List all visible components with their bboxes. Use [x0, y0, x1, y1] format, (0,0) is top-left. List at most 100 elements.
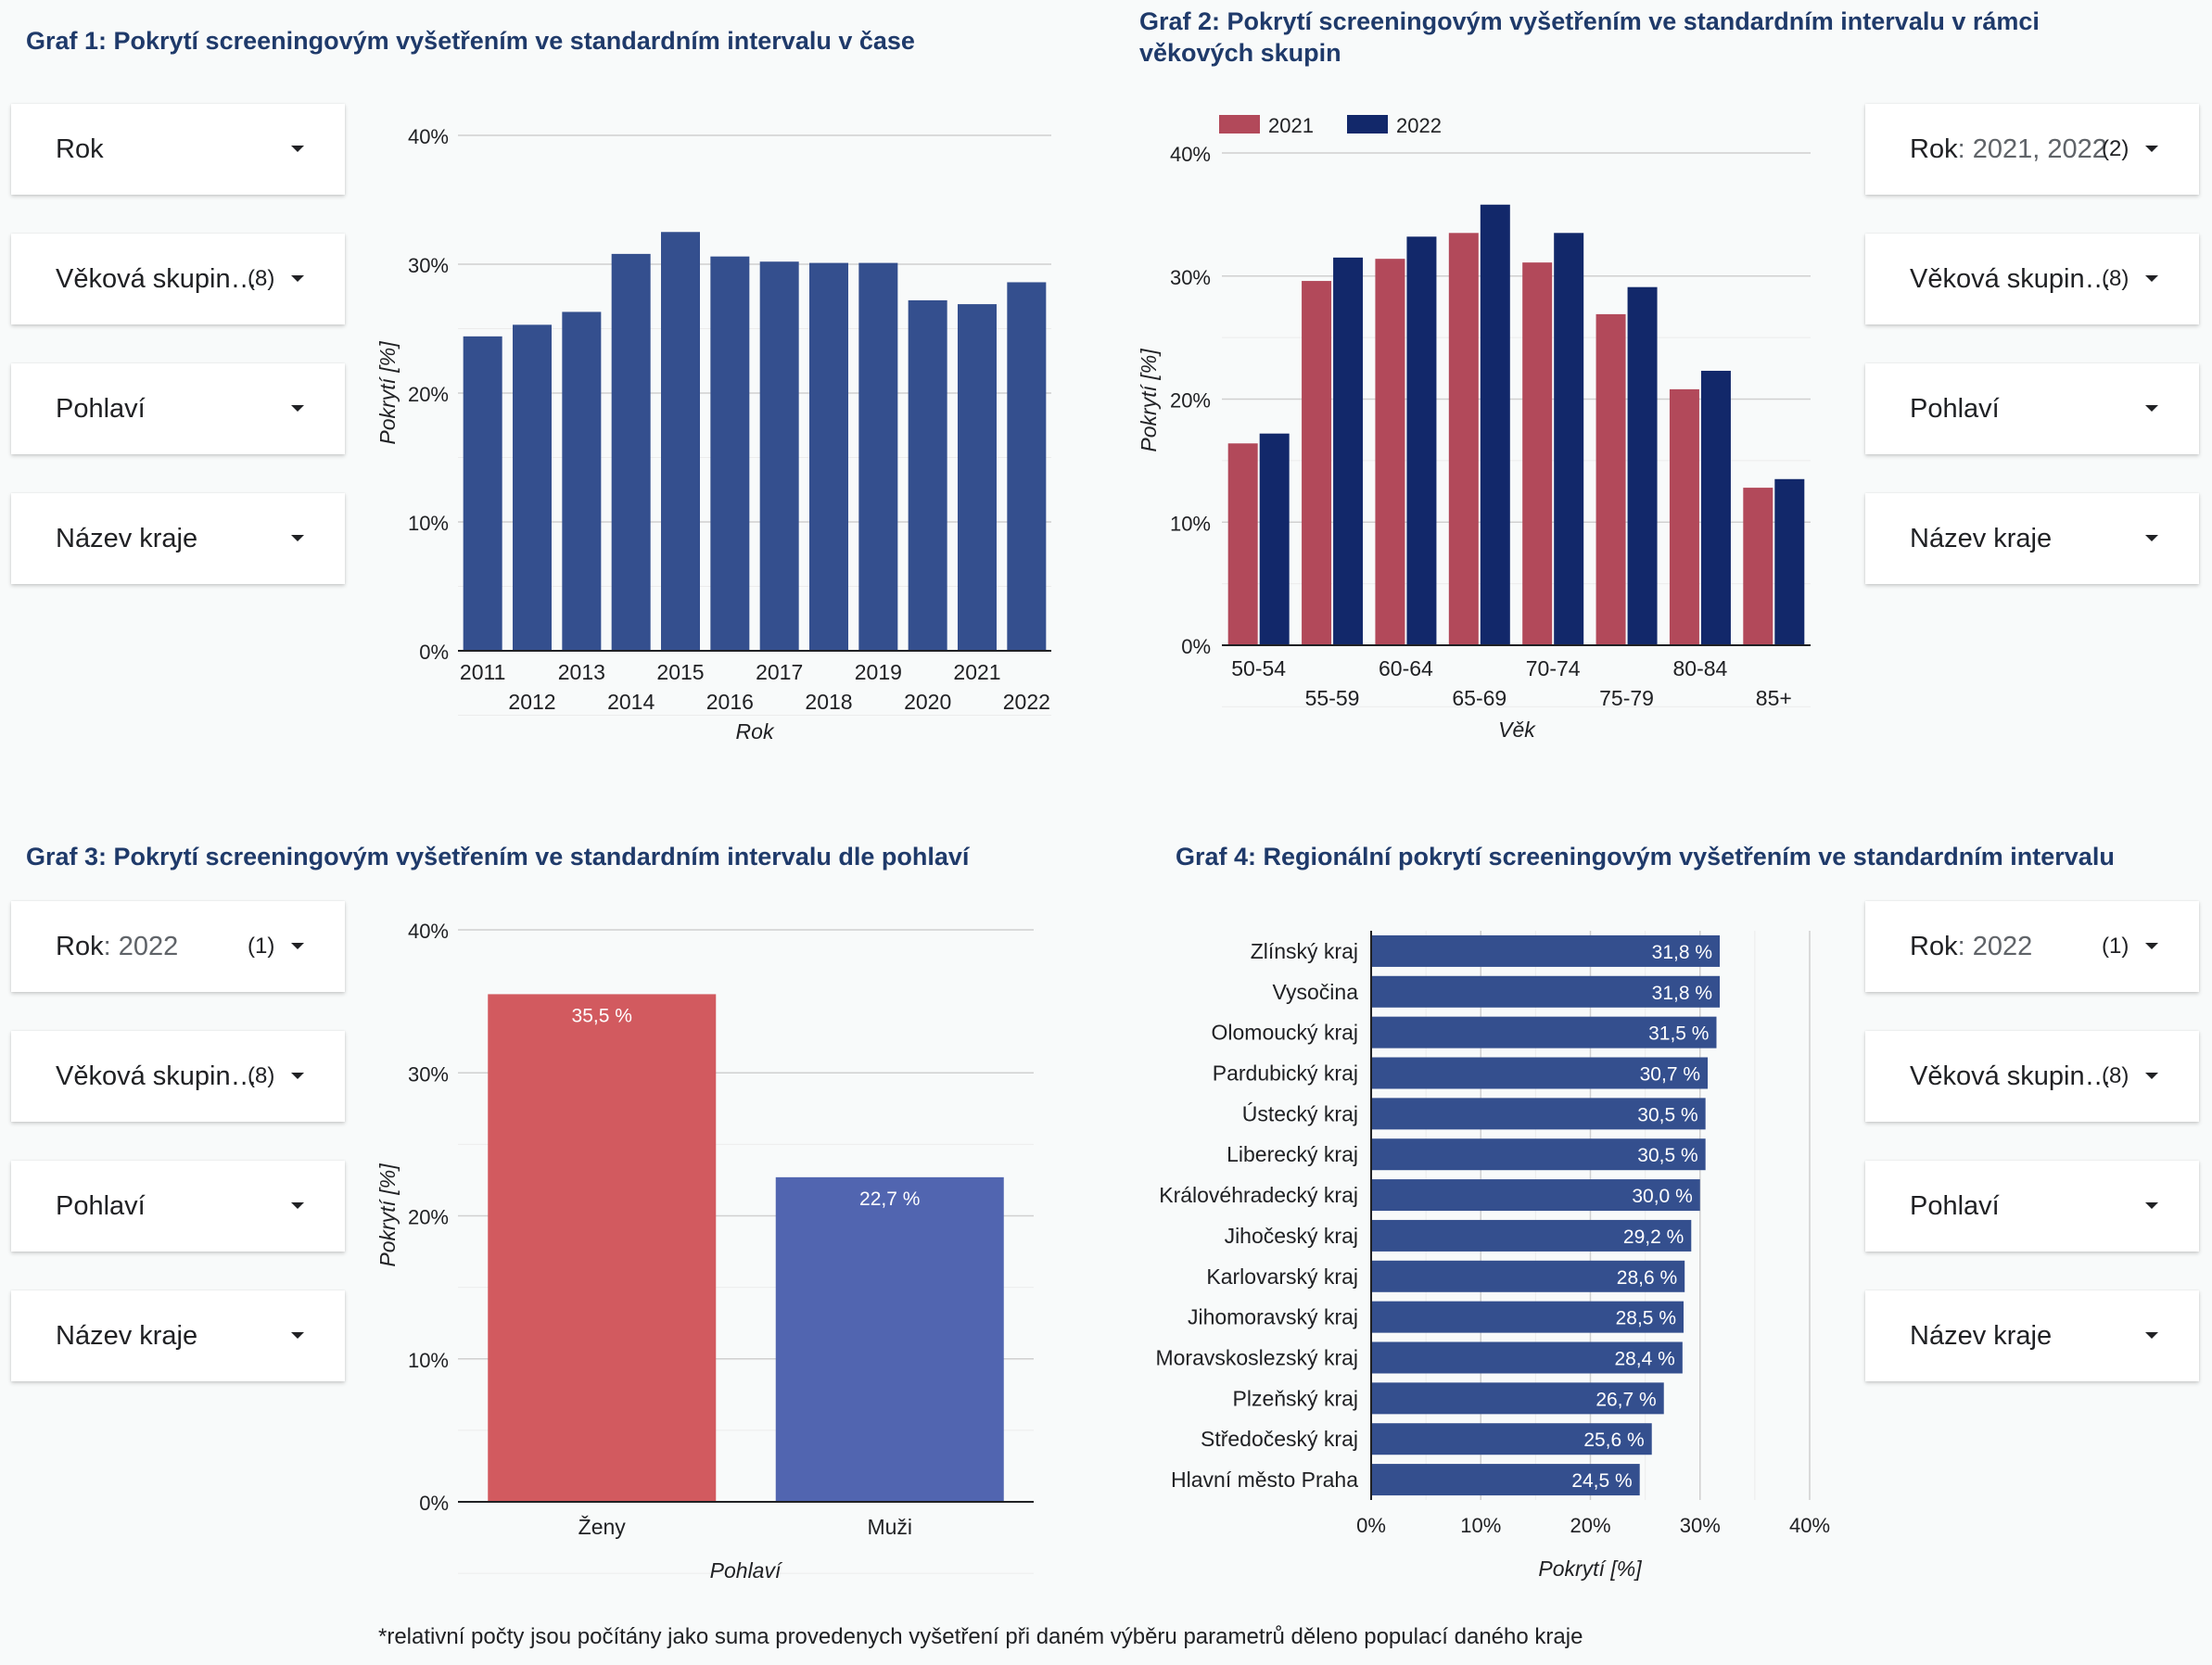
- y-tick-label: 10%: [408, 512, 449, 535]
- dropdown-arrow-icon: [291, 535, 304, 541]
- filter-label: Rok: [56, 104, 104, 195]
- y-tick-label: 0%: [419, 641, 449, 664]
- y-tick-label: 40%: [408, 125, 449, 148]
- category-label: Plzeňský kraj: [1233, 1386, 1358, 1410]
- bar-2017: [759, 261, 799, 651]
- filter-vekova-skupina-dropdown[interactable]: Věková skupin… (8): [1865, 1031, 2199, 1122]
- category-label: Jihočeský kraj: [1225, 1224, 1358, 1248]
- bar-2018: [809, 262, 848, 651]
- filter-rok-dropdown[interactable]: Rok: 2022 (1): [11, 901, 345, 992]
- bar-Pardubický kraj: [1371, 1057, 1709, 1089]
- chart2-title-line1: Graf 2: Pokrytí screeningovým vyšetřením…: [1139, 7, 2040, 35]
- y-tick-label: 30%: [408, 254, 449, 277]
- data-label: 22,7 %: [859, 1188, 920, 1210]
- dropdown-arrow-icon: [2145, 1073, 2158, 1079]
- data-label: 24,5 %: [1571, 1470, 1632, 1492]
- category-label: Karlovarský kraj: [1206, 1265, 1358, 1289]
- x-tick-label: 2018: [805, 690, 852, 714]
- y-axis-title: Pokrytí [%]: [375, 1163, 400, 1267]
- x-tick-label: Ženy: [578, 1515, 627, 1539]
- bar-Hlavní město Praha: [1371, 1464, 1640, 1496]
- x-tick-label: 40%: [1789, 1514, 1830, 1537]
- x-tick-label: 70-74: [1526, 656, 1581, 680]
- dropdown-arrow-icon: [2145, 275, 2158, 282]
- filter-nazev-kraje-dropdown[interactable]: Název kraje: [1865, 493, 2199, 584]
- filter-vekova-skupina-dropdown[interactable]: Věková skupin… (8): [11, 234, 345, 324]
- filter-vekova-skupina-dropdown[interactable]: Věková skupin… (8): [11, 1031, 345, 1122]
- filter-label-text: Rok: [56, 932, 104, 961]
- bar-2022-70-74: [1554, 233, 1584, 645]
- filter-pohlavi-dropdown[interactable]: Pohlaví: [1865, 1161, 2199, 1252]
- x-tick-label: 2020: [904, 690, 951, 714]
- legend-swatch-2021: [1219, 115, 1260, 133]
- filter-label-text: Věková skupin…: [56, 1061, 255, 1091]
- filter-pohlavi-dropdown[interactable]: Pohlaví: [1865, 363, 2199, 454]
- bar-2022-55-59: [1333, 257, 1364, 645]
- filter-label-text: Věková skupin…: [1910, 264, 2109, 294]
- filter-nazev-kraje-dropdown[interactable]: Název kraje: [11, 493, 345, 584]
- dropdown-arrow-icon: [2145, 943, 2158, 949]
- dropdown-arrow-icon: [291, 1202, 304, 1209]
- filter-label: Pohlaví: [56, 363, 146, 454]
- y-tick-label: 40%: [1170, 143, 1211, 166]
- category-label: Liberecký kraj: [1227, 1142, 1358, 1166]
- filter-nazev-kraje-dropdown[interactable]: Název kraje: [11, 1290, 345, 1381]
- filter-label-text: Rok: [1910, 932, 1958, 961]
- filter-rok-dropdown[interactable]: Rok: 2021, 2022 (2): [1865, 104, 2199, 195]
- x-axis-title: Rok: [736, 719, 775, 744]
- bar-Moravskoslezský kraj: [1371, 1341, 1683, 1374]
- filter-nazev-kraje-dropdown[interactable]: Název kraje: [1865, 1290, 2199, 1381]
- dropdown-arrow-icon: [291, 1073, 304, 1079]
- filter-selection-count: (2): [2102, 136, 2129, 161]
- filter-selection-count: (8): [2102, 1063, 2129, 1088]
- y-tick-label: 20%: [1170, 389, 1211, 413]
- bar-2012: [513, 324, 552, 651]
- category-label: Moravskoslezský kraj: [1155, 1346, 1358, 1370]
- y-tick-label: 10%: [1170, 512, 1211, 535]
- x-tick-label: 2015: [656, 660, 704, 684]
- filter-selection-count: (8): [2102, 266, 2129, 291]
- filter-pohlavi-dropdown[interactable]: Pohlaví: [11, 363, 345, 454]
- x-tick-label: 20%: [1570, 1514, 1610, 1537]
- filter-rok-dropdown[interactable]: Rok: [11, 104, 345, 195]
- filter-pohlavi-dropdown[interactable]: Pohlaví: [11, 1161, 345, 1252]
- legend-label: 2022: [1396, 114, 1442, 137]
- filter-label: Název kraje: [1910, 1290, 2052, 1381]
- bar-2021-85+: [1743, 488, 1773, 645]
- filter-label-text: Pohlaví: [1910, 1191, 2000, 1221]
- filter-vekova-skupina-dropdown[interactable]: Věková skupin… (8): [1865, 234, 2199, 324]
- x-tick-label: 2014: [607, 690, 655, 714]
- filter-label: Rok: 2022: [56, 901, 178, 992]
- y-tick-label: 0%: [419, 1492, 449, 1515]
- filter-rok-dropdown[interactable]: Rok: 2022 (1): [1865, 901, 2199, 992]
- data-label: 35,5 %: [572, 1005, 632, 1026]
- dropdown-arrow-icon: [2145, 535, 2158, 541]
- y-tick-label: 0%: [1181, 635, 1211, 658]
- dropdown-arrow-icon: [2145, 146, 2158, 152]
- bar-Karlovarský kraj: [1371, 1260, 1685, 1292]
- dropdown-arrow-icon: [291, 146, 304, 152]
- x-tick-label: 2012: [508, 690, 555, 714]
- filter-label-text: Rok: [1910, 134, 1958, 164]
- filter-label: Název kraje: [56, 493, 197, 584]
- filter-label-text: Pohlaví: [56, 1191, 146, 1221]
- bar-2019: [858, 262, 898, 651]
- x-tick-label: 2016: [706, 690, 754, 714]
- x-axis-title: Pohlaví: [710, 1558, 783, 1582]
- bar-2022-60-64: [1406, 236, 1437, 645]
- footnote: *relativní počty jsou počítány jako suma…: [378, 1624, 1583, 1649]
- bar-2022-75-79: [1627, 286, 1658, 645]
- filter-selected-value: : 2022: [1957, 932, 2033, 961]
- data-label: 28,5 %: [1616, 1308, 1676, 1329]
- y-tick-label: 20%: [408, 1206, 449, 1229]
- y-axis-title: Pokrytí [%]: [1137, 349, 1161, 452]
- bar-Liberecký kraj: [1371, 1138, 1706, 1171]
- dropdown-arrow-icon: [291, 275, 304, 282]
- bar-2021-80-84: [1669, 388, 1699, 645]
- bar-2021-50-54: [1227, 443, 1258, 645]
- x-tick-label: Muži: [867, 1515, 912, 1539]
- bar-Ženy: [488, 994, 717, 1502]
- y-axis-title: Pokrytí [%]: [375, 341, 400, 445]
- x-tick-label: 60-64: [1379, 656, 1433, 680]
